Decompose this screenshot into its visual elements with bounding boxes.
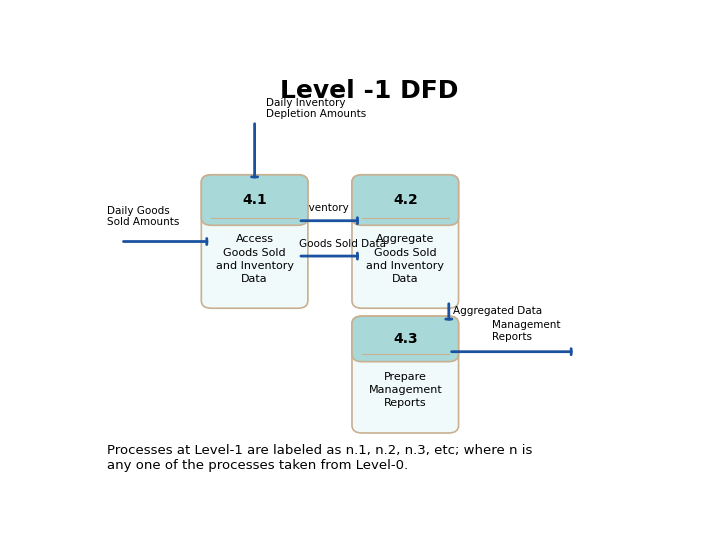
FancyBboxPatch shape: [352, 175, 459, 308]
Text: Management
Reports: Management Reports: [492, 320, 560, 342]
FancyBboxPatch shape: [202, 175, 308, 308]
FancyBboxPatch shape: [352, 316, 459, 362]
Text: Access
Goods Sold
and Inventory
Data: Access Goods Sold and Inventory Data: [215, 234, 294, 284]
Text: Daily Goods
Sold Amounts: Daily Goods Sold Amounts: [107, 206, 179, 227]
Text: Level -1 DFD: Level -1 DFD: [280, 79, 458, 103]
Text: Processes at Level-1 are labeled as n.1, n.2, n.3, etc; where n is
any one of th: Processes at Level-1 are labeled as n.1,…: [107, 444, 532, 472]
Text: 4.3: 4.3: [393, 332, 418, 346]
FancyBboxPatch shape: [352, 175, 459, 225]
Text: Aggregated Data: Aggregated Data: [453, 306, 542, 316]
FancyBboxPatch shape: [352, 316, 459, 433]
Text: Aggregate
Goods Sold
and Inventory
Data: Aggregate Goods Sold and Inventory Data: [366, 234, 444, 284]
Text: Inventory Data: Inventory Data: [300, 203, 377, 213]
Text: 4.1: 4.1: [242, 193, 267, 207]
Text: 4.2: 4.2: [393, 193, 418, 207]
Text: Daily Inventory
Depletion Amounts: Daily Inventory Depletion Amounts: [266, 98, 366, 119]
Text: Prepare
Management
Reports: Prepare Management Reports: [369, 372, 442, 408]
Text: Goods Sold Data: Goods Sold Data: [300, 239, 386, 249]
FancyBboxPatch shape: [202, 175, 308, 225]
